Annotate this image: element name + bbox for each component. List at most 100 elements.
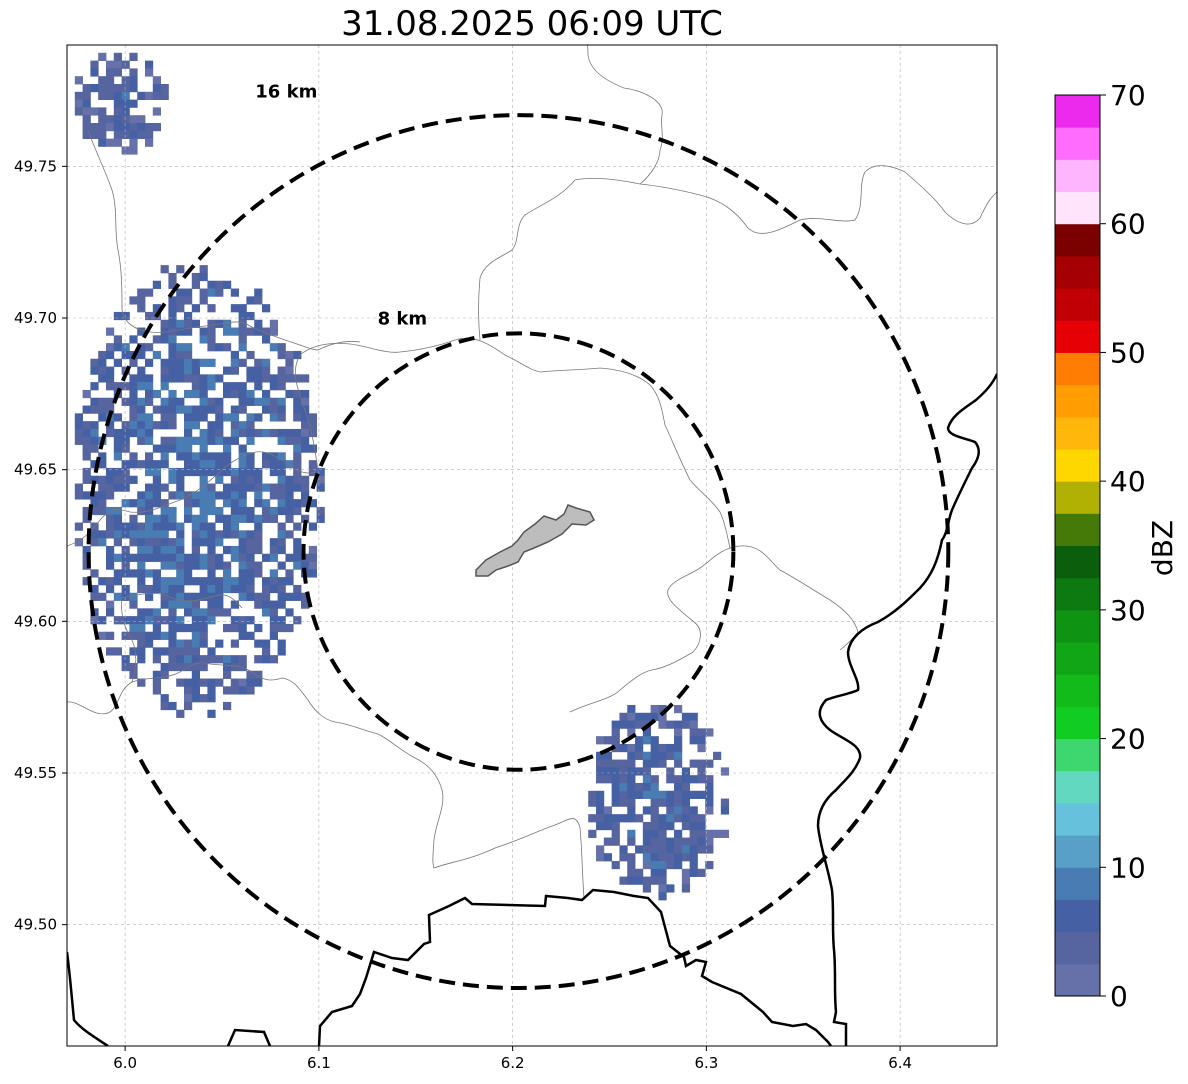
- echo-pixel: [207, 577, 216, 586]
- echo-pixel: [74, 413, 83, 422]
- echo-pixel: [238, 592, 247, 601]
- colorbar-segment: [1055, 545, 1100, 579]
- echo-pixel: [627, 704, 636, 714]
- echo-pixel: [168, 538, 177, 547]
- echo-pixel: [262, 389, 271, 399]
- echo-pixel: [254, 600, 263, 609]
- echo-pixel: [90, 421, 99, 430]
- echo-pixel: [199, 506, 208, 516]
- echo-pixel: [145, 514, 154, 523]
- echo-pixel: [121, 343, 130, 352]
- echo-pixel: [152, 530, 161, 539]
- echo-pixel: [176, 296, 185, 305]
- echo-pixel: [230, 678, 239, 687]
- echo-pixel: [191, 272, 200, 282]
- echo-pixel: [160, 670, 169, 679]
- echo-pixel: [246, 421, 255, 430]
- echo-pixel: [207, 647, 216, 656]
- echo-pixel: [152, 91, 161, 100]
- echo-pixel: [152, 421, 161, 430]
- echo-pixel: [215, 608, 224, 617]
- echo-pixel: [293, 522, 302, 531]
- echo-pixel: [223, 319, 232, 328]
- echo-pixel: [254, 483, 263, 492]
- echo-pixel: [674, 829, 683, 838]
- echo-pixel: [82, 475, 91, 484]
- echo-pixel: [238, 335, 247, 344]
- echo-pixel: [619, 876, 628, 885]
- echo-pixel: [98, 452, 107, 461]
- echo-pixel: [160, 647, 169, 656]
- echo-pixel: [666, 837, 675, 846]
- echo-pixel: [121, 99, 130, 108]
- echo-pixel: [230, 662, 239, 672]
- radar-map[interactable]: 6.0 6.1 6.2 6.3 6.4 49.75 49.70 49.65 49.60 49.55…: [0, 0, 1040, 1084]
- echo-pixel: [689, 790, 698, 799]
- echo-pixel: [642, 775, 652, 784]
- echo-pixel: [145, 569, 154, 578]
- echo-pixel: [285, 577, 294, 586]
- echo-pixel: [277, 413, 286, 422]
- echo-pixel: [308, 421, 317, 430]
- echo-pixel: [113, 428, 122, 438]
- echo-pixel: [207, 382, 216, 391]
- echo-pixel: [145, 584, 154, 594]
- echo-pixel: [199, 436, 208, 445]
- echo-pixel: [269, 553, 278, 562]
- echo-pixel: [106, 522, 115, 531]
- echo-pixel: [176, 288, 185, 297]
- echo-pixel: [184, 577, 193, 586]
- echo-pixel: [129, 76, 138, 85]
- echo-pixel: [160, 514, 169, 523]
- echo-pixel: [658, 759, 667, 768]
- echo-pixel: [168, 522, 177, 531]
- echo-pixel: [98, 592, 107, 601]
- echo-pixel: [113, 107, 122, 116]
- echo-pixel: [238, 530, 247, 539]
- echo-pixel: [658, 829, 667, 838]
- echo-pixel: [199, 483, 208, 492]
- echo-pixel: [246, 467, 255, 477]
- echo-pixel: [199, 514, 208, 523]
- echo-pixel: [697, 829, 706, 838]
- echo-pixel: [199, 444, 208, 453]
- colorbar-tick-label: 40: [1110, 465, 1146, 498]
- echo-pixel: [627, 743, 636, 753]
- echo-pixel: [603, 736, 613, 745]
- echo-pixel: [215, 467, 224, 477]
- echo-pixel: [152, 522, 161, 531]
- echo-pixel: [199, 288, 208, 297]
- echo-pixel: [666, 860, 675, 870]
- echo-pixel: [658, 876, 667, 885]
- echo-pixel: [254, 545, 263, 555]
- echo-pixel: [145, 130, 154, 139]
- colorbar-segment: [1055, 963, 1100, 997]
- echo-pixel: [293, 584, 302, 594]
- echo-pixel: [246, 678, 255, 687]
- echo-pixel: [199, 413, 208, 422]
- echo-pixel: [215, 639, 224, 648]
- echo-pixel: [199, 460, 208, 469]
- echo-pixel: [106, 350, 115, 360]
- echo-pixel: [152, 280, 161, 289]
- echo-pixel: [199, 499, 208, 508]
- echo-pixel: [207, 358, 216, 367]
- echo-pixel: [666, 884, 675, 893]
- echo-pixel: [285, 499, 294, 508]
- echo-pixel: [627, 767, 636, 776]
- echo-pixel: [207, 304, 216, 313]
- echo-pixel: [238, 467, 247, 477]
- echo-pixel: [611, 798, 620, 807]
- echo-pixel: [121, 444, 130, 453]
- echo-pixel: [191, 678, 200, 687]
- echo-pixel: [681, 775, 691, 784]
- echo-pixel: [611, 814, 620, 823]
- echo-pixel: [308, 499, 317, 508]
- echo-pixel: [184, 421, 193, 430]
- echo-pixel: [308, 553, 317, 562]
- echo-pixel: [207, 530, 216, 539]
- colorbar-segment: [1055, 127, 1100, 160]
- echo-pixel: [176, 647, 185, 656]
- echo-pixel: [720, 767, 730, 776]
- echo-pixel: [650, 790, 659, 799]
